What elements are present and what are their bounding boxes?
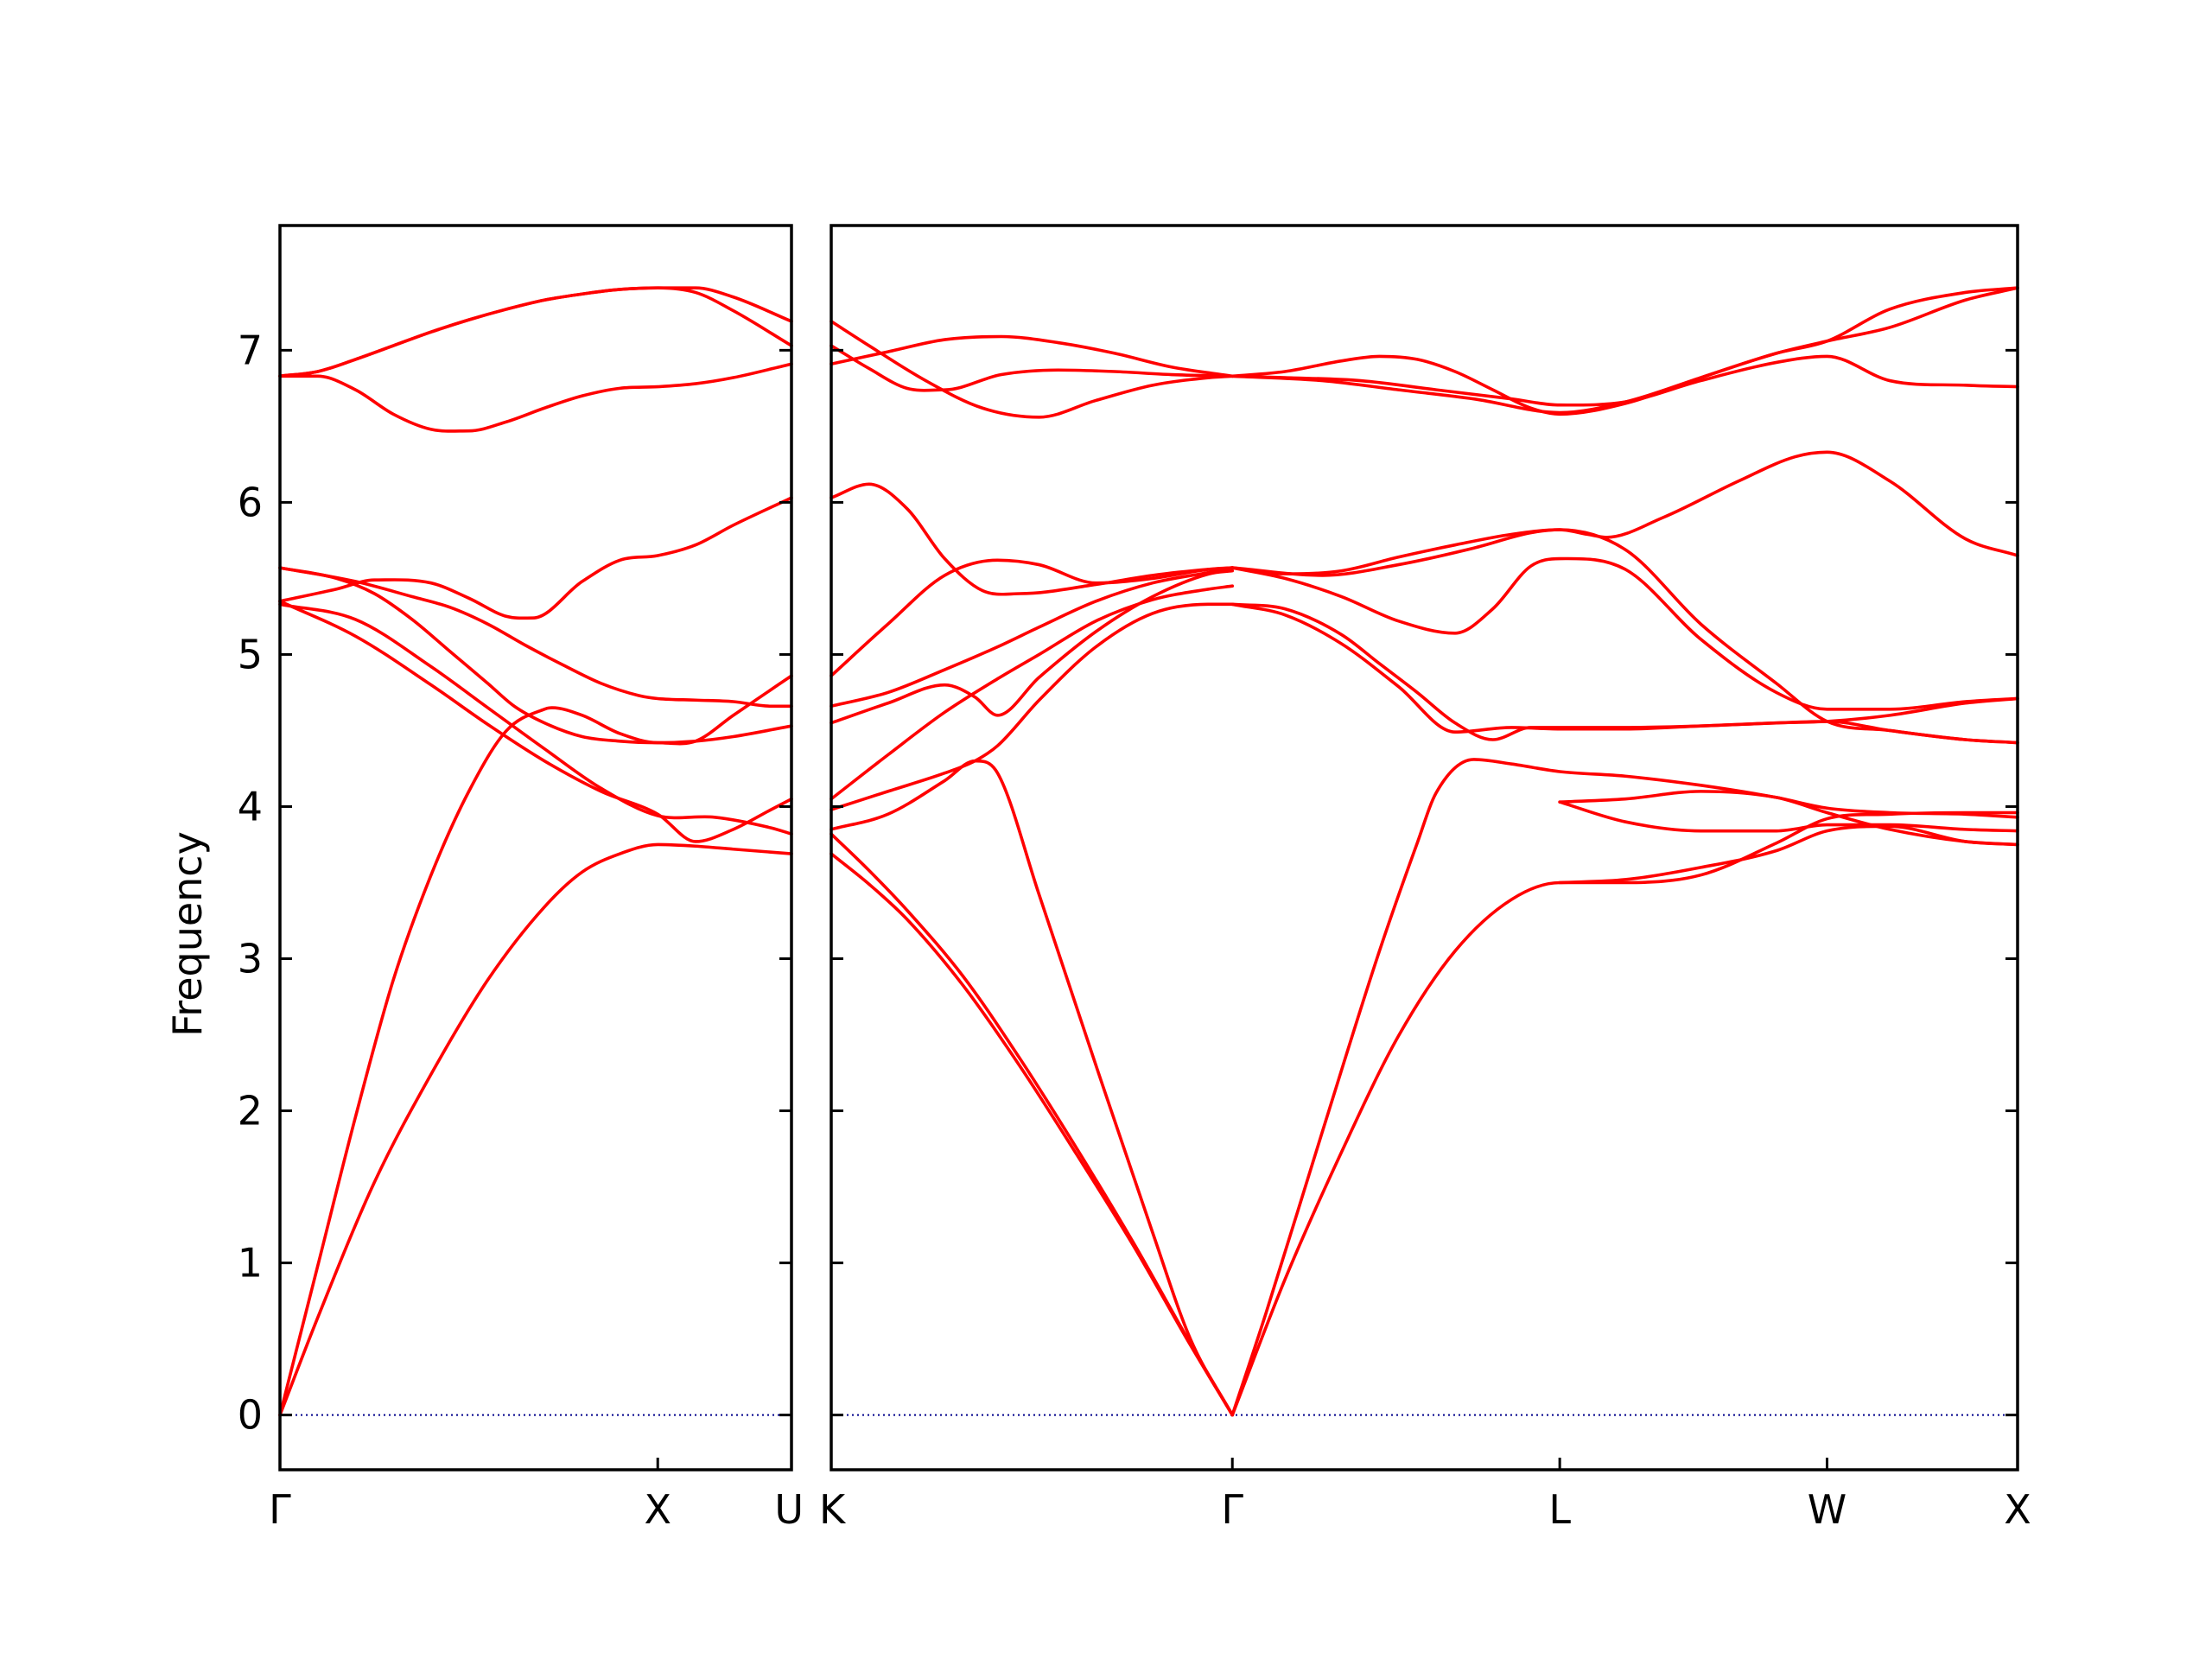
- x-tick-label: W: [1808, 1486, 1847, 1533]
- band-line-18: [830, 482, 1235, 596]
- band-line-10: [830, 584, 1235, 801]
- x-tick-label: Γ: [269, 1486, 291, 1533]
- band-line-14: [830, 566, 1235, 709]
- band-line-19: [1230, 450, 2019, 577]
- band-line-3: [278, 602, 793, 836]
- band-line-3: [830, 759, 1235, 1417]
- x-tick-label: L: [1548, 1486, 1571, 1533]
- band-line-6: [1558, 824, 2019, 885]
- band-line-12: [1230, 602, 2019, 745]
- band-line-4: [1230, 758, 2019, 1417]
- band-line-10: [278, 286, 793, 378]
- band-line-25: [1230, 286, 2019, 415]
- band-line-1: [278, 842, 793, 1417]
- x-tick-label: K: [819, 1486, 847, 1533]
- band-line-8: [1558, 800, 2019, 833]
- band-line-23: [1230, 354, 2019, 407]
- band-line-4: [278, 600, 793, 843]
- band-line-8: [278, 362, 793, 433]
- y-tick-label: 0: [238, 1392, 263, 1439]
- band-line-16: [1230, 528, 2019, 745]
- x-tick-label: U: [774, 1486, 804, 1533]
- y-tick-label: 1: [238, 1240, 263, 1287]
- band-line-7: [278, 496, 793, 620]
- y-tick-label: 2: [238, 1088, 263, 1135]
- y-tick-label: 7: [238, 327, 263, 373]
- band-line-5: [278, 566, 793, 709]
- band-line-20: [830, 320, 1235, 419]
- band-line-2: [278, 706, 793, 1417]
- band-line-7: [1558, 790, 2019, 847]
- band-line-11: [1230, 602, 2019, 734]
- x-tick-label: X: [2004, 1486, 2031, 1533]
- y-axis-label: Frequency: [164, 831, 211, 1037]
- band-line-13: [830, 569, 1235, 725]
- band-line-21: [830, 344, 1235, 392]
- axes-frame: [830, 224, 2019, 1471]
- band-line-6: [278, 566, 793, 746]
- band-line-2: [830, 832, 1235, 1417]
- band-line-22: [830, 334, 1235, 378]
- y-tick-label: 3: [238, 936, 263, 982]
- x-tick-label: Γ: [1221, 1486, 1243, 1533]
- y-tick-label: 4: [238, 783, 263, 830]
- band-line-15: [1230, 556, 2019, 711]
- x-tick-label: X: [644, 1486, 671, 1533]
- y-tick-label: 5: [238, 631, 263, 677]
- band-line-5: [1230, 810, 2019, 1417]
- band-line-1: [830, 852, 1235, 1417]
- axes-frame: [278, 224, 793, 1471]
- band-line-9: [830, 602, 1235, 811]
- y-tick-label: 6: [238, 479, 263, 525]
- panel-gamma-x-u: 0 1 2 3 4 5 6 7 Γ X U: [238, 224, 804, 1533]
